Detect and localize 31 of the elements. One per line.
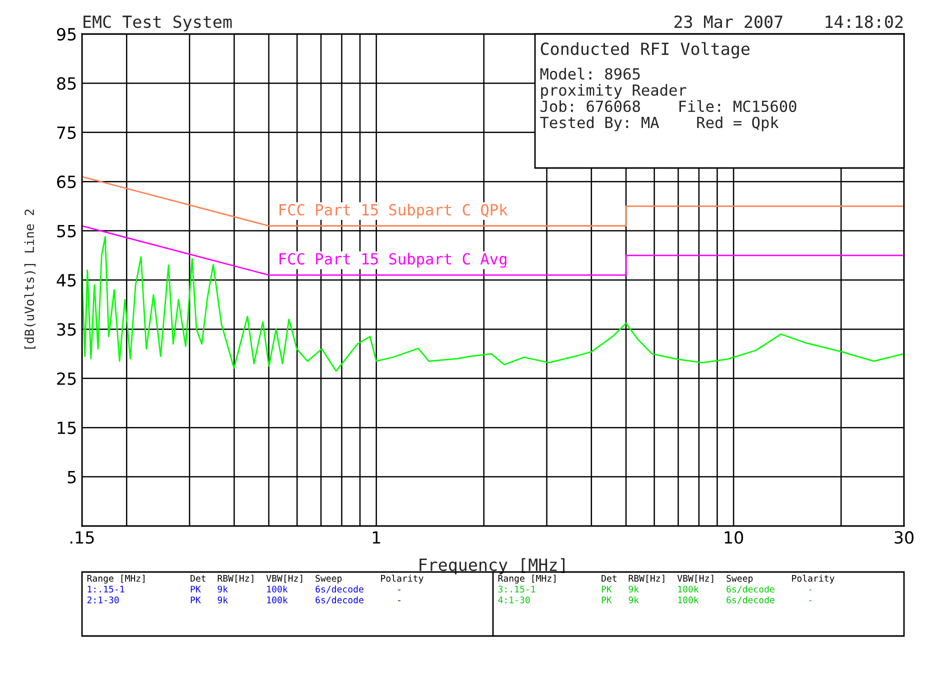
y-tick-label: 15 bbox=[58, 422, 76, 434]
x-tick-label: 1 bbox=[372, 531, 380, 544]
annotation: Conducted RFI Voltage bbox=[540, 42, 750, 58]
x-tick-label: .15 bbox=[70, 531, 94, 544]
y-tick-label: 75 bbox=[57, 126, 76, 139]
x-tick-label: 30 bbox=[894, 531, 914, 544]
x-axis-title: Frequency [MHz] bbox=[420, 558, 564, 574]
y-tick-label: 5 bbox=[68, 470, 76, 484]
series-label: FCC Part 15 Subpart C QPk bbox=[280, 204, 508, 218]
text: Range [MHz] Det RBW[Hz] VBW[Hz] Sweep Polarity bbox=[87, 574, 424, 584]
text: 4:1-30 PK 9k 100k 6s/decode - bbox=[498, 596, 812, 604]
y-tick-label: 35 bbox=[57, 323, 76, 336]
y-tick-label: 45 bbox=[56, 274, 76, 287]
text: 1:.15-1 PK 9k 100k 6s/decode - bbox=[88, 586, 400, 594]
chart-title: EMC Test System bbox=[84, 15, 232, 32]
text: 3:.15-1 PK 9k 100k 6s/decode - bbox=[498, 586, 812, 594]
series-label: FCC Part 15 Subpart C Avg bbox=[280, 252, 506, 268]
y-tick-label: 65 bbox=[57, 176, 76, 188]
y-tick-label: 95 bbox=[56, 28, 76, 41]
text: 2:1-30 PK 9k 100k 6s/decode - bbox=[87, 596, 400, 604]
y-tick-label: 55 bbox=[57, 224, 76, 238]
y-axis-title: [dB(uVolts)] Line 2 bbox=[24, 210, 36, 349]
text: 23 Mar 2007 14:18:02 bbox=[674, 15, 903, 28]
annotation: Tested By: MA Red = Qpk bbox=[540, 116, 779, 132]
annotation: proximity Reader bbox=[541, 84, 686, 99]
annotation: Model: 8965 bbox=[540, 68, 640, 80]
annotation: Job: 676068 File: MC15600 bbox=[540, 100, 796, 112]
text: Range [MHz] Det RBW[Hz] VBW[Hz] Sweep Polarity bbox=[498, 574, 834, 584]
x-tick-label: 10 bbox=[724, 531, 744, 544]
y-tick-label: 85 bbox=[57, 77, 76, 90]
y-tick-label: 25 bbox=[57, 372, 76, 385]
